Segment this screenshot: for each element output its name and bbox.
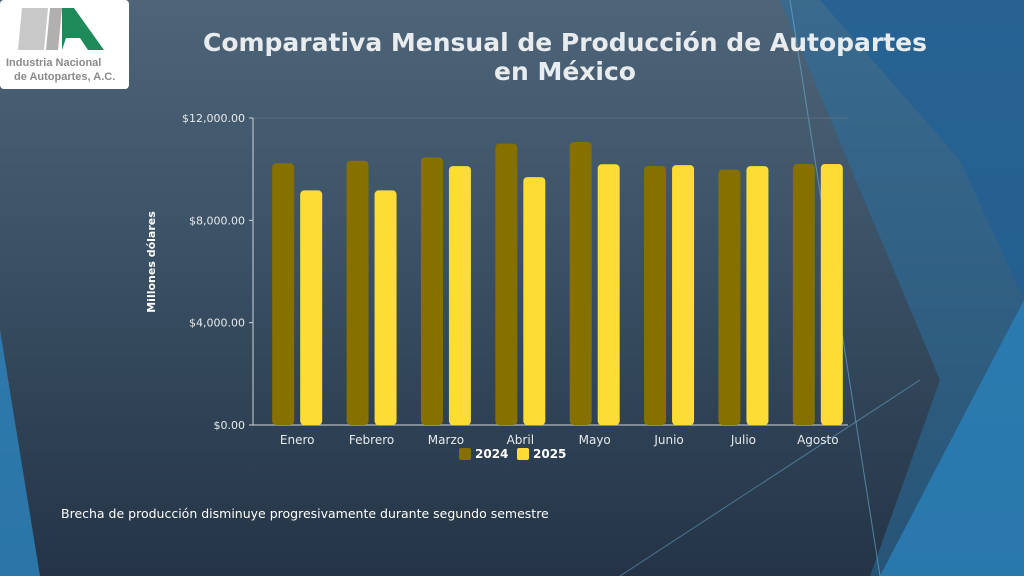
bar-2025-agosto xyxy=(820,164,843,426)
x-tick-label: Julio xyxy=(730,433,756,447)
x-tick-label: Junio xyxy=(653,433,683,447)
x-tick-label: Marzo xyxy=(428,433,464,447)
y-tick-label: $4,000.00 xyxy=(189,317,245,330)
logo: Industria Nacional de Autopartes, A.C. xyxy=(0,0,129,89)
x-tick-label: Agosto xyxy=(797,433,838,447)
x-tick-label: Mayo xyxy=(579,433,611,447)
bar-2024-enero xyxy=(272,163,295,425)
x-tick-label: Febrero xyxy=(349,433,394,447)
bar-2024-febrero xyxy=(346,160,369,425)
y-tick-label: $8,000.00 xyxy=(189,214,245,227)
bar-2024-marzo xyxy=(420,157,443,426)
bar-2025-febrero xyxy=(374,190,397,425)
legend-swatch-2025 xyxy=(517,448,529,460)
y-tick-label: $12,000.00 xyxy=(182,112,245,125)
bar-2025-junio xyxy=(672,165,695,425)
legend-label-2024: 2024 xyxy=(475,447,508,461)
y-axis-label: Millones dólares xyxy=(145,211,158,313)
bar-2024-julio xyxy=(718,169,741,425)
y-tick-label: $0.00 xyxy=(214,419,246,432)
svg-text:Industria Nacional: Industria Nacional xyxy=(6,57,101,69)
title-line-1: Comparativa Mensual de Producción de Aut… xyxy=(202,28,928,57)
bar-2024-mayo xyxy=(569,142,592,425)
bar-2025-mayo xyxy=(597,164,620,425)
x-tick-label: Enero xyxy=(280,433,315,447)
chart-note: Brecha de producción disminuye progresiv… xyxy=(61,506,549,521)
legend-swatch-2024 xyxy=(459,448,471,460)
bar-2024-abril xyxy=(495,143,518,426)
bar-2025-marzo xyxy=(448,166,471,425)
bar-2025-julio xyxy=(746,166,769,425)
svg-text:de Autopartes, A.C.: de Autopartes, A.C. xyxy=(14,71,115,83)
legend-label-2025: 2025 xyxy=(533,447,566,461)
x-tick-label: Abril xyxy=(507,433,534,447)
bar-2025-enero xyxy=(300,190,323,425)
bar-2025-abril xyxy=(523,177,546,425)
bar-2024-agosto xyxy=(792,164,815,426)
chart-title: Comparativa Mensual de Producción de Aut… xyxy=(200,28,930,86)
title-line-2: en México xyxy=(494,57,636,86)
bar-2024-junio xyxy=(644,166,667,425)
